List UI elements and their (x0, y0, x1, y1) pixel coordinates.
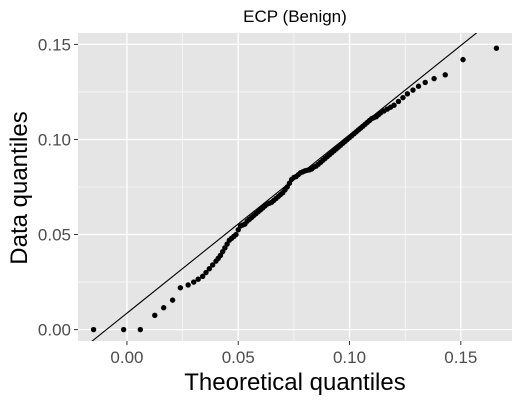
y-tick-label: 0.15 (38, 35, 71, 54)
reference-line (91, 33, 478, 341)
data-point (233, 231, 239, 238)
data-point (460, 56, 466, 63)
x-axis-ticks: 0.00 0.05 0.10 0.15 (110, 341, 477, 367)
data-point (185, 282, 191, 288)
data-point (415, 83, 422, 89)
data-point (493, 45, 500, 51)
major-grid (78, 33, 512, 341)
data-point (195, 276, 201, 282)
data-point (206, 266, 213, 272)
y-axis-title: Data quantiles (6, 111, 33, 264)
x-axis-title: Theoretical quantiles (184, 369, 405, 396)
x-tick-label: 0.05 (222, 348, 255, 367)
minor-grid (78, 33, 512, 341)
y-tick-label: 0.10 (38, 130, 71, 149)
data-point (160, 305, 167, 311)
data-point (191, 279, 197, 285)
data-point (203, 269, 209, 276)
data-point (410, 87, 416, 93)
data-point (404, 91, 411, 97)
x-tick-label: 0.15 (444, 348, 477, 367)
data-point (442, 72, 448, 78)
data-point (391, 102, 397, 108)
data-point (169, 297, 176, 303)
x-tick-label: 0.00 (110, 348, 143, 367)
data-point (90, 326, 97, 333)
data-point (152, 312, 158, 319)
data-point (199, 273, 206, 280)
x-tick-label: 0.10 (333, 348, 366, 367)
data-point (431, 75, 437, 82)
data-point (137, 326, 144, 333)
y-tick-label: 0.00 (38, 321, 71, 340)
y-axis-ticks: 0.00 0.05 0.10 0.15 (38, 35, 78, 340)
data-point (120, 326, 127, 333)
chart-title: ECP (Benign) (243, 7, 347, 26)
data-point (400, 94, 406, 101)
y-tick-label: 0.05 (38, 226, 71, 245)
data-point (209, 262, 216, 268)
data-point (177, 285, 184, 291)
data-point (395, 98, 402, 105)
data-point (422, 79, 428, 86)
